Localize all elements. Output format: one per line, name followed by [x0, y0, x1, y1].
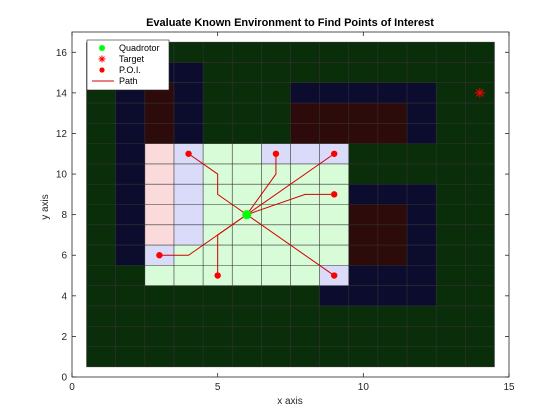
path-line	[246, 214, 335, 276]
path-line	[246, 153, 335, 216]
poi-marker	[272, 150, 280, 157]
x-tick-label: 15	[503, 382, 515, 393]
tick-labels: 0 5 10 15 0 2 4 6 8 10 12 14 16	[56, 48, 515, 393]
y-tick-label: 8	[61, 210, 67, 221]
legend-label: Target	[119, 54, 145, 64]
legend-label: P.O.I.	[119, 65, 141, 75]
poi-marker	[331, 272, 338, 279]
x-tick-label: 10	[358, 382, 370, 393]
y-tick-label: 14	[56, 88, 68, 99]
x-axis-label: x axis	[277, 396, 303, 407]
quadrotor-marker	[242, 210, 252, 220]
y-tick-label: 2	[61, 332, 67, 343]
y-tick-label: 4	[61, 291, 67, 302]
legend-label: Quadrotor	[119, 43, 160, 53]
path-line	[246, 193, 335, 216]
target-marker	[474, 87, 485, 98]
region-green	[115, 265, 145, 286]
path-line	[188, 153, 248, 216]
axes-box	[71, 31, 510, 378]
y-tick-label: 10	[56, 170, 68, 181]
region-light-lavender	[173, 143, 204, 246]
legend-target-symbol	[98, 55, 106, 63]
poi-marker	[331, 191, 338, 198]
plot-area	[86, 41, 495, 368]
axes	[71, 31, 510, 378]
legend-quadrotor-symbol	[99, 45, 105, 51]
path-line	[217, 214, 248, 276]
y-tick-label: 6	[61, 251, 67, 262]
poi-marker	[214, 272, 221, 279]
region-light-pink	[144, 143, 174, 246]
chart-title: Evaluate Known Environment to Find Point…	[146, 17, 434, 29]
path-lines	[159, 153, 335, 276]
poi-marker	[185, 150, 192, 157]
region-maroon	[144, 82, 174, 144]
legend-poi-symbol	[99, 67, 105, 73]
target-stroke	[99, 56, 105, 62]
path-line	[246, 153, 277, 215]
y-axis-label: y axis	[40, 194, 51, 220]
poi-marker	[331, 150, 338, 157]
legend-label: Path	[119, 76, 138, 86]
y-tick-label: 12	[56, 129, 68, 140]
x-tick-label: 0	[69, 382, 75, 393]
x-tick-label: 5	[215, 382, 221, 393]
target-stroke	[476, 89, 484, 97]
markers	[156, 87, 485, 279]
y-tick-label: 16	[56, 48, 68, 59]
poi-marker	[156, 252, 163, 259]
y-tick-label: 0	[61, 373, 67, 384]
